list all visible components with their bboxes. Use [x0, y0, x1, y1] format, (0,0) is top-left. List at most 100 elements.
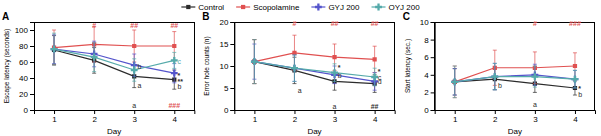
- annotation: b: [177, 83, 181, 90]
- x-tick: 3: [533, 110, 538, 124]
- y-tick-label: 4: [424, 71, 429, 80]
- annotation: #: [293, 20, 297, 27]
- series: [453, 69, 577, 95]
- point: [451, 78, 458, 85]
- point: [451, 78, 458, 85]
- annotation: a: [137, 82, 141, 89]
- y-tick: 15: [219, 40, 234, 49]
- x-tick-mark: [535, 110, 536, 114]
- x-tick-label: 1: [453, 115, 458, 124]
- annotation: #: [92, 22, 96, 29]
- y-tick-label: 0: [224, 106, 229, 115]
- y-axis-title: Escape latency (seconds): [3, 29, 11, 103]
- annotations: #####c***bba###a: [92, 22, 183, 109]
- point: [572, 76, 579, 83]
- x-tick-label: 1: [253, 115, 258, 124]
- x-tick-label: 2: [493, 115, 498, 124]
- series-line: [455, 75, 575, 82]
- annotation: a: [298, 87, 302, 94]
- x-tick-mark: [94, 110, 95, 114]
- x-tick: 2: [92, 110, 97, 124]
- x-tick: 1: [253, 110, 258, 124]
- legend-swatch-marker: [375, 4, 382, 11]
- annotation: *: [338, 64, 341, 71]
- point: [292, 51, 296, 55]
- x-axis-line: [235, 111, 395, 115]
- legend-swatch-marker: [241, 5, 245, 9]
- y-tick-mark: [431, 75, 435, 76]
- x-tick: 1: [453, 110, 458, 124]
- x-axis-title: Day: [307, 127, 321, 136]
- panel: 123405101520DayError hole counts (n)B###…: [202, 11, 395, 136]
- y-axis: 0 20 40 60 80 100: [15, 23, 35, 116]
- y-axis-title: Error hole counts (n): [203, 36, 211, 95]
- annotation: ###: [569, 20, 581, 27]
- y-axis-line: [431, 23, 436, 111]
- x-tick-mark: [575, 110, 576, 114]
- x-tick-label: 4: [173, 115, 178, 124]
- series-line: [54, 44, 174, 47]
- y-tick-mark: [230, 110, 234, 111]
- annotation: a: [333, 103, 337, 110]
- x-tick-mark: [495, 110, 496, 114]
- y-tick: 80: [19, 42, 34, 51]
- legend-swatch-marker: [186, 5, 190, 9]
- legend-item: Control: [181, 3, 224, 12]
- y-tick-label: 60: [19, 58, 28, 67]
- series-line: [254, 62, 374, 84]
- point: [91, 54, 98, 61]
- x-tick-mark: [294, 110, 295, 114]
- series-line: [455, 66, 575, 82]
- series-line: [254, 53, 374, 62]
- annotation: a: [533, 101, 537, 108]
- y-tick: 2: [424, 88, 434, 97]
- y-tick-label: 40: [19, 74, 28, 83]
- series-line: [254, 62, 374, 77]
- series: [252, 40, 376, 93]
- series: [251, 44, 378, 90]
- series-line: [254, 62, 374, 82]
- series: [251, 40, 378, 86]
- y-tick: 20: [19, 90, 34, 99]
- y-tick: 6: [424, 53, 434, 62]
- x-tick-label: 4: [373, 115, 378, 124]
- point: [291, 65, 298, 72]
- panel-title: A: [2, 11, 9, 22]
- plot-area: [251, 35, 378, 92]
- annotation: ###: [168, 102, 180, 109]
- series: [52, 36, 176, 90]
- annotation: b: [137, 63, 141, 70]
- point: [491, 73, 498, 80]
- x-tick: 4: [573, 110, 578, 124]
- x-tick: 4: [373, 110, 378, 124]
- annotation: b: [578, 91, 582, 98]
- point: [251, 58, 258, 65]
- panel-title: C: [403, 11, 410, 22]
- x-tick-mark: [335, 110, 336, 114]
- legend-label: OYJ 200: [389, 3, 421, 12]
- y-tick: 0: [24, 106, 34, 115]
- y-tick: 8: [424, 36, 434, 45]
- point: [573, 64, 577, 68]
- x-tick: 3: [132, 110, 137, 124]
- x-tick-mark: [455, 110, 456, 114]
- annotation: *: [378, 68, 381, 75]
- y-tick-mark: [230, 66, 234, 67]
- y-tick-label: 20: [219, 18, 228, 27]
- legend-swatch-marker: [315, 4, 322, 11]
- y-tick: 100: [15, 26, 34, 35]
- panel-title: B: [202, 11, 209, 22]
- annotations: ####ba*b: [498, 20, 582, 108]
- panel: 12340246810DayStart latency (sec.)C####b…: [403, 11, 596, 136]
- x-axis-title: Day: [508, 127, 522, 136]
- y-tick: 10: [219, 62, 234, 71]
- plot-frame: [234, 22, 394, 110]
- annotation: ##: [371, 20, 379, 27]
- panel: 1234020406080100DayEscape latency (secon…: [2, 11, 195, 136]
- annotation: a: [132, 102, 136, 109]
- point: [373, 57, 377, 61]
- y-tick-label: 10: [420, 18, 429, 27]
- y-tick-mark: [30, 110, 34, 111]
- y-tick-mark: [431, 40, 435, 41]
- point: [332, 55, 336, 59]
